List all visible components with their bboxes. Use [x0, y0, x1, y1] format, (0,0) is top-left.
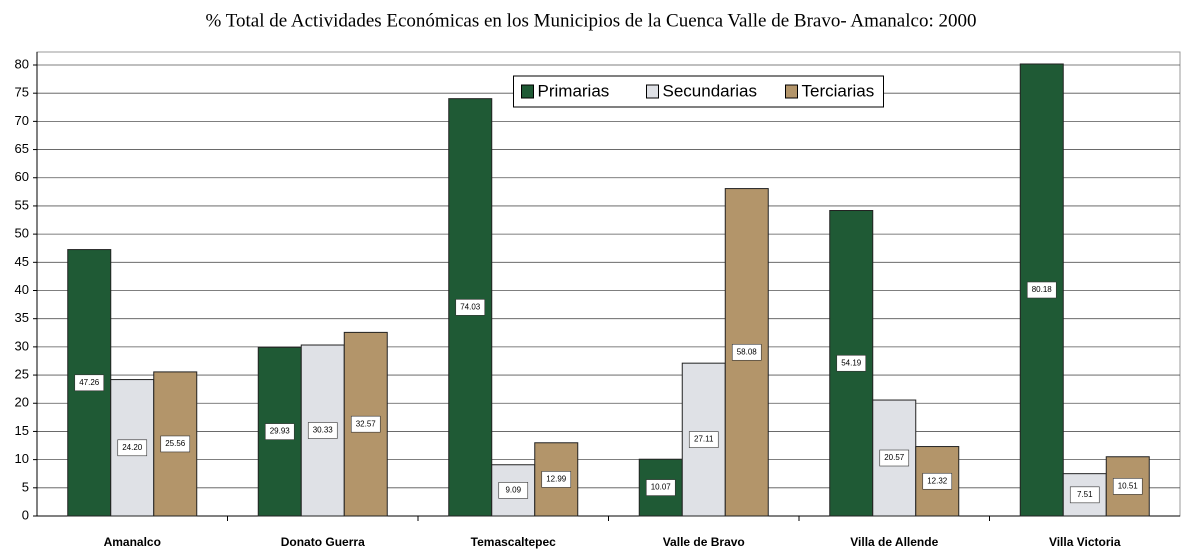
- legend-swatch: [646, 84, 659, 99]
- value-label-box: [731, 343, 762, 361]
- value-label: 9.09: [505, 485, 521, 494]
- value-label: 32.57: [356, 419, 377, 428]
- value-label-box: [836, 354, 867, 372]
- value-label-box: [1026, 281, 1057, 299]
- value-label: 30.33: [313, 426, 334, 435]
- y-tick-label: 25: [15, 367, 29, 382]
- value-label-box: [922, 472, 953, 490]
- y-tick-label: 80: [15, 56, 29, 71]
- y-tick-label: 45: [15, 254, 29, 269]
- value-label-box: [688, 431, 719, 448]
- value-label: 10.07: [651, 483, 672, 492]
- value-label: 29.93: [270, 427, 291, 436]
- legend-label: Primarias: [538, 81, 610, 100]
- y-tick-label: 15: [15, 423, 29, 438]
- y-tick-label: 0: [22, 507, 29, 522]
- y-tick-label: 70: [15, 113, 29, 128]
- x-tick-label: Villa de Allende: [850, 535, 938, 549]
- value-label-box: [1069, 486, 1100, 504]
- x-tick-label: Amanalco: [104, 535, 161, 549]
- value-label: 20.57: [884, 453, 905, 462]
- legend-swatch: [521, 84, 534, 99]
- value-label-box: [117, 439, 148, 457]
- x-tick-label: Valle de Bravo: [663, 535, 745, 549]
- value-label-box: [160, 435, 191, 453]
- y-tick-label: 55: [15, 197, 29, 212]
- value-label: 58.08: [737, 347, 758, 356]
- y-tick-label: 65: [15, 141, 29, 156]
- value-label: 24.20: [122, 443, 143, 452]
- y-tick-label: 60: [15, 169, 29, 184]
- chart-title: % Total de Actividades Económicas en los…: [206, 10, 977, 31]
- value-label-box: [455, 299, 486, 316]
- y-tick-label: 5: [22, 479, 29, 494]
- value-label: 12.99: [546, 474, 567, 483]
- y-tick-label: 40: [15, 282, 29, 297]
- y-tick-label: 10: [15, 451, 29, 466]
- value-label-box: [645, 479, 676, 496]
- legend-box: [513, 75, 884, 108]
- legend-label: Terciarias: [802, 81, 875, 100]
- value-label: 12.32: [927, 476, 948, 485]
- value-label-box: [307, 422, 338, 439]
- y-tick-label: 30: [15, 338, 29, 353]
- value-label-box: [541, 471, 572, 488]
- y-tick-label: 75: [15, 85, 29, 100]
- value-label-box: [879, 449, 910, 467]
- value-label-box: [1112, 478, 1143, 495]
- value-label: 27.11: [694, 435, 714, 444]
- legend-label: Secundarias: [663, 81, 758, 100]
- value-label-box: [350, 415, 381, 433]
- value-label-box: [498, 482, 529, 499]
- x-tick-label: Temascaltepec: [471, 535, 556, 549]
- value-label-box: [74, 374, 105, 392]
- x-tick-label: Villa Victoria: [1049, 535, 1121, 549]
- value-label: 47.26: [79, 378, 100, 387]
- value-label: 7.51: [1077, 490, 1093, 499]
- legend-swatch: [785, 84, 798, 99]
- y-tick-label: 50: [15, 226, 29, 241]
- value-label: 54.19: [841, 358, 862, 367]
- value-label: 10.51: [1118, 481, 1139, 490]
- value-label: 74.03: [460, 302, 481, 311]
- value-label-box: [264, 423, 295, 440]
- y-tick-label: 20: [15, 395, 29, 410]
- x-tick-label: Donato Guerra: [281, 535, 365, 549]
- y-tick-label: 35: [15, 310, 29, 325]
- value-label: 25.56: [165, 439, 186, 448]
- value-label: 80.18: [1032, 285, 1053, 294]
